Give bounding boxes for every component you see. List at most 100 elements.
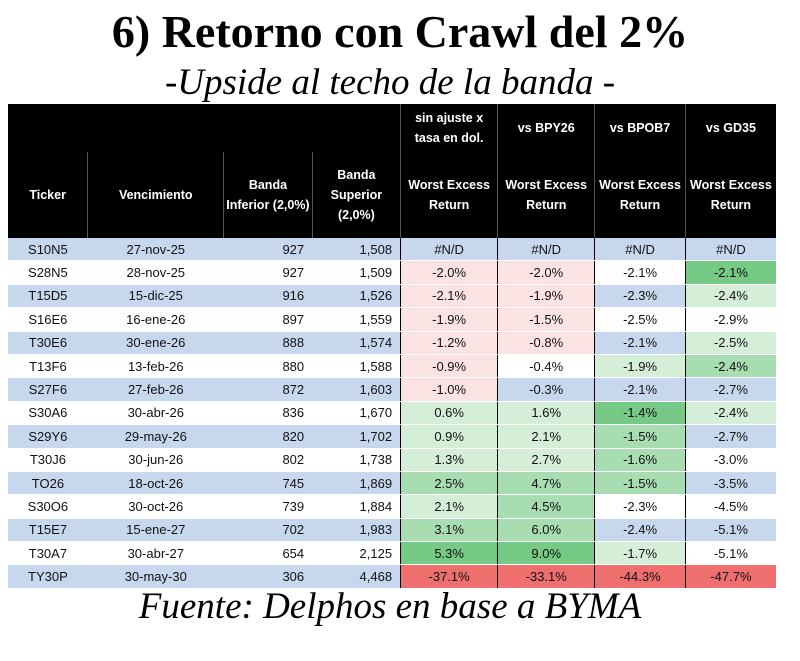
- cell-vencimiento: 30-ene-26: [87, 331, 224, 355]
- cell-banda-inferior: 702: [223, 518, 313, 543]
- cell-banda-inferior: 927: [223, 260, 313, 285]
- cell-ret-vs-bpy26: 2.7%: [497, 448, 595, 472]
- cell-banda-inferior: 654: [223, 541, 313, 566]
- cell-ticker: S29Y6: [8, 424, 88, 449]
- cell-ret-vs-bpob7: -2.4%: [594, 518, 686, 543]
- cell-banda-superior: 4,468: [312, 564, 401, 589]
- cell-banda-superior: 1,738: [312, 448, 401, 472]
- cell-ret-sin-ajuste: -2.0%: [400, 260, 498, 285]
- cell-ticker: S28N5: [8, 260, 88, 285]
- page-title: 6) Retorno con Crawl del 2%: [111, 6, 689, 57]
- table-row: S27F6 27-feb-26 872 1,603 -1.0% -0.3% -2.1% -2.…: [8, 377, 776, 402]
- cell-ticker: S27F6: [8, 377, 88, 402]
- cell-ret-vs-bpy26: 6.0%: [497, 518, 595, 543]
- cell-ticker: S10N5: [8, 238, 88, 262]
- header-worst-excess-return-3: Worst Excess Return: [594, 152, 686, 238]
- cell-ticker: TY30P: [8, 564, 88, 589]
- table-row: T30J6 30-jun-26 802 1,738 1.3% 2.7% -1.6% -3.0%: [8, 448, 776, 472]
- header-worst-excess-return-1: Worst Excess Return: [400, 152, 498, 238]
- cell-ret-sin-ajuste: -1.9%: [400, 307, 498, 332]
- cell-banda-superior: 1,983: [312, 518, 401, 543]
- cell-ret-vs-bpob7: -1.9%: [594, 354, 686, 379]
- cell-banda-inferior: 888: [223, 331, 313, 355]
- cell-ticker: TO26: [8, 471, 88, 496]
- table-row: T30E6 30-ene-26 888 1,574 -1.2% -0.8% -2.1% -2.…: [8, 331, 776, 355]
- cell-ticker: S30A6: [8, 401, 88, 426]
- header-vencimiento: Vencimiento: [87, 152, 224, 238]
- table-row: S29Y6 29-may-26 820 1,702 0.9% 2.1% -1.5% -2.7%: [8, 424, 776, 449]
- cell-ret-vs-gd35: -2.4%: [684, 401, 776, 426]
- cell-ret-vs-bpob7: -1.7%: [594, 541, 686, 566]
- cell-ret-vs-gd35: -2.9%: [684, 307, 776, 332]
- cell-ret-vs-gd35: -2.7%: [684, 377, 776, 402]
- table-row: T13F6 13-feb-26 880 1,588 -0.9% -0.4% -1.9% -2.…: [8, 354, 776, 379]
- cell-ret-sin-ajuste: 5.3%: [400, 541, 498, 566]
- cell-ret-vs-bpy26: -0.8%: [497, 331, 595, 355]
- cell-ret-vs-bpob7: -2.1%: [594, 377, 686, 402]
- table-header-row: Ticker Vencimiento Banda Inferior (2,0%)…: [8, 152, 776, 238]
- cell-banda-inferior: 836: [223, 401, 313, 426]
- cell-ret-vs-bpy26: 4.7%: [497, 471, 595, 496]
- cell-vencimiento: 30-abr-27: [87, 541, 224, 566]
- table-row: S10N5 27-nov-25 927 1,508 #N/D #N/D #N/D #N/D: [8, 238, 776, 262]
- cell-banda-inferior: 927: [223, 238, 313, 262]
- cell-banda-inferior: 802: [223, 448, 313, 472]
- page-subtitle: -Upside al techo de la banda -: [164, 62, 616, 103]
- top-header-sin-ajuste: sin ajuste x tasa en dol.: [400, 104, 498, 152]
- table-row: S16E6 16-ene-26 897 1,559 -1.9% -1.5% -2.5% -2.…: [8, 307, 776, 332]
- table-body: S10N5 27-nov-25 927 1,508 #N/D #N/D #N/D #N/D S2…: [8, 238, 776, 589]
- cell-ret-vs-bpob7: -1.5%: [594, 471, 686, 496]
- cell-ret-vs-gd35: -2.1%: [684, 260, 776, 285]
- cell-ticker: T15E7: [8, 518, 88, 543]
- cell-ticker: S16E6: [8, 307, 88, 332]
- cell-vencimiento: 30-jun-26: [87, 448, 224, 472]
- cell-ret-vs-gd35: #N/D: [684, 238, 776, 262]
- cell-banda-superior: 1,670: [312, 401, 401, 426]
- cell-banda-superior: 1,603: [312, 377, 401, 402]
- cell-banda-inferior: 739: [223, 494, 313, 519]
- cell-ret-vs-bpy26: 1.6%: [497, 401, 595, 426]
- cell-ret-vs-gd35: -5.1%: [684, 541, 776, 566]
- cell-banda-superior: 1,526: [312, 284, 401, 309]
- table-top-header-row: sin ajuste x tasa en dol. vs BPY26 vs BP…: [8, 104, 776, 152]
- cell-ret-vs-bpy26: 4.5%: [497, 494, 595, 519]
- cell-ret-vs-gd35: -5.1%: [684, 518, 776, 543]
- cell-banda-inferior: 306: [223, 564, 313, 589]
- cell-ret-sin-ajuste: -0.9%: [400, 354, 498, 379]
- table-row: TY30P 30-may-30 306 4,468 -37.1% -33.1% -44.3%…: [8, 564, 776, 589]
- header-banda-inferior: Banda Inferior (2,0%): [223, 152, 313, 238]
- source-note: Fuente: Delphos en base a BYMA: [138, 586, 642, 627]
- cell-vencimiento: 13-feb-26: [87, 354, 224, 379]
- cell-banda-inferior: 880: [223, 354, 313, 379]
- cell-vencimiento: 30-abr-26: [87, 401, 224, 426]
- cell-ret-vs-gd35: -3.0%: [684, 448, 776, 472]
- cell-banda-superior: 1,574: [312, 331, 401, 355]
- table-row: S30O6 30-oct-26 739 1,884 2.1% 4.5% -2.3% -4.5%: [8, 494, 776, 519]
- cell-vencimiento: 27-nov-25: [87, 238, 224, 262]
- cell-ret-sin-ajuste: 1.3%: [400, 448, 498, 472]
- cell-ret-vs-bpy26: -2.0%: [497, 260, 595, 285]
- cell-ret-vs-gd35: -3.5%: [684, 471, 776, 496]
- cell-ret-vs-gd35: -4.5%: [684, 494, 776, 519]
- cell-ret-vs-bpy26: 2.1%: [497, 424, 595, 449]
- cell-ret-vs-gd35: -2.5%: [684, 331, 776, 355]
- header-worst-excess-return-2: Worst Excess Return: [497, 152, 595, 238]
- cell-ticker: T30E6: [8, 331, 88, 355]
- cell-ticker: T13F6: [8, 354, 88, 379]
- cell-ret-vs-gd35: -2.4%: [684, 284, 776, 309]
- cell-ret-sin-ajuste: 2.5%: [400, 471, 498, 496]
- cell-ret-sin-ajuste: 0.9%: [400, 424, 498, 449]
- top-header-blank: [8, 104, 401, 152]
- cell-ret-vs-bpob7: -2.5%: [594, 307, 686, 332]
- cell-ret-sin-ajuste: 3.1%: [400, 518, 498, 543]
- cell-banda-superior: 1,508: [312, 238, 401, 262]
- cell-ret-vs-bpob7: -1.4%: [594, 401, 686, 426]
- cell-ret-vs-gd35: -47.7%: [684, 564, 776, 589]
- cell-ret-sin-ajuste: 0.6%: [400, 401, 498, 426]
- top-header-vs-bpob7: vs BPOB7: [594, 104, 686, 152]
- cell-ret-vs-bpy26: -33.1%: [497, 564, 595, 589]
- cell-banda-inferior: 916: [223, 284, 313, 309]
- cell-banda-superior: 1,869: [312, 471, 401, 496]
- table-row: T15D5 15-dic-25 916 1,526 -2.1% -1.9% -2.3% -2.…: [8, 284, 776, 309]
- cell-ret-sin-ajuste: -1.2%: [400, 331, 498, 355]
